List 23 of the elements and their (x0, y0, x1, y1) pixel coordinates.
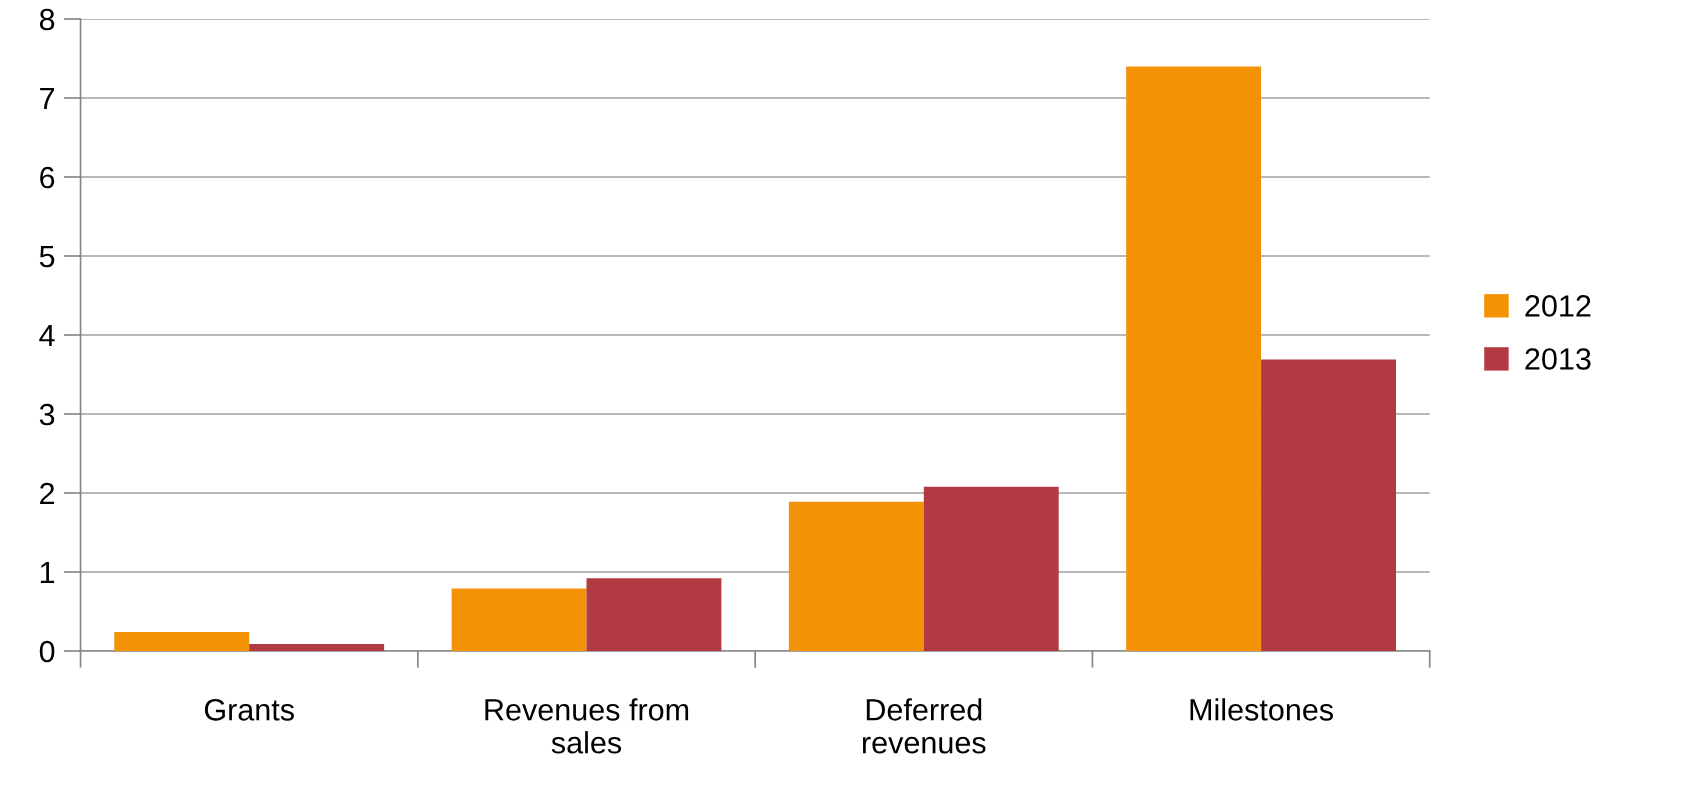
legend-label: 2012 (1525, 295, 1591, 317)
bar (788, 501, 924, 651)
x-tick-label: Milestones (1190, 698, 1334, 721)
bar (249, 643, 385, 651)
bar (114, 632, 250, 651)
y-tick-label: 1 (40, 562, 55, 584)
x-tick-label: Grants (204, 699, 294, 721)
y-tick-label: 5 (39, 246, 55, 268)
x-tick-label: Revenues from sales (485, 698, 689, 754)
bar (451, 588, 587, 651)
y-tick-label: 2 (40, 482, 55, 505)
y-tick-label: 4 (39, 325, 55, 347)
y-tick-label: 6 (40, 166, 55, 189)
y-tick-label: 0 (39, 640, 55, 663)
bar (1261, 359, 1396, 651)
bar (1126, 66, 1262, 651)
bar (586, 578, 722, 651)
legend-label: 2013 (1525, 348, 1591, 370)
y-tick-label: 8 (39, 8, 55, 31)
bar (923, 486, 1059, 651)
y-tick-label: 3 (39, 403, 55, 426)
y-tick-label: 7 (40, 88, 55, 110)
x-tick-label: Deferred revenues (862, 698, 986, 754)
